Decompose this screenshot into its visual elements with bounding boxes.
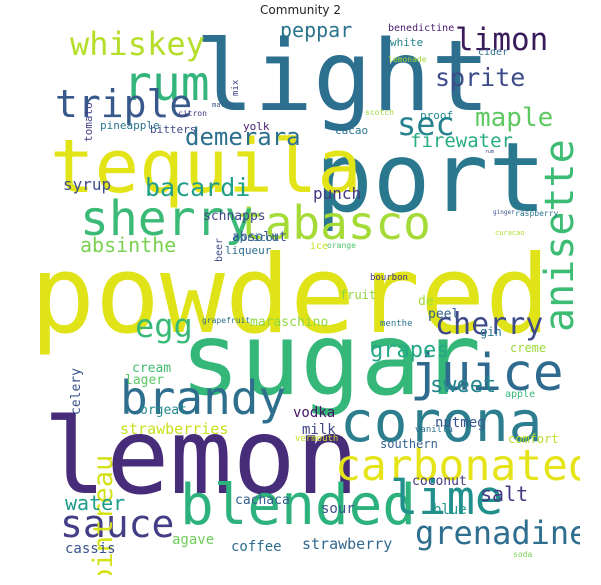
word-whiskey: whiskey xyxy=(70,25,205,63)
word-apple: apple xyxy=(505,389,536,400)
word-grapes: grapes xyxy=(370,338,450,363)
word-grapefruit: grapefruit xyxy=(202,316,251,325)
word-bourbon: bourbon xyxy=(370,273,408,283)
word-benedictine: benedictine xyxy=(388,23,455,34)
word-lager: lager xyxy=(125,373,165,388)
word-tomato: tomato xyxy=(82,101,95,142)
word-vermouth: vermouth xyxy=(295,434,339,444)
word-sweet: sweet xyxy=(430,373,497,398)
word-vodka: vodka xyxy=(293,405,336,421)
word-comfort: comfort xyxy=(508,432,559,446)
word-punch: punch xyxy=(313,184,362,203)
word-tabasco: tabasco xyxy=(237,196,431,250)
word-creme: creme xyxy=(510,341,547,355)
word-tequila: tequila xyxy=(50,124,362,210)
word-celery: celery xyxy=(69,367,84,415)
word-rum: rum xyxy=(485,149,495,155)
word-limon: limon xyxy=(455,22,549,58)
word-bitters: bitters xyxy=(150,123,197,136)
word-coconut: coconut xyxy=(412,474,467,489)
word-lime: lime xyxy=(390,471,504,526)
word-yolk: yolk xyxy=(243,120,270,133)
word-egg: egg xyxy=(135,307,193,345)
word-strawberries: strawberries xyxy=(120,420,229,438)
word-de: de xyxy=(418,294,434,309)
word-demerara: demerara xyxy=(185,123,301,151)
word-maraschino: maraschino xyxy=(250,315,329,330)
word-vanilla: vanilla xyxy=(415,425,453,435)
word-apricot: apricot xyxy=(233,231,280,244)
word-blue: blue xyxy=(433,502,467,518)
word-scotch: scotch xyxy=(365,108,394,117)
word-absolut: absolut xyxy=(232,230,287,245)
word-sauce: sauce xyxy=(60,502,175,546)
word-absinthe: absinthe xyxy=(80,233,177,257)
word-maltu: maltu xyxy=(212,101,234,109)
word-port: port xyxy=(315,122,547,234)
chart-title: Community 2 xyxy=(260,3,341,17)
word-milk: milk xyxy=(302,422,336,438)
word-corona: corona xyxy=(340,390,543,455)
word-orange: orange xyxy=(327,241,356,250)
word-powdered: powdered xyxy=(30,233,551,358)
word-triple: triple xyxy=(55,82,193,126)
word-light: light xyxy=(195,20,491,134)
word-syrup: syrup xyxy=(63,175,112,194)
word-cherry: cherry xyxy=(435,307,544,342)
word-sprite: sprite xyxy=(435,63,526,92)
word-cacao: cacao xyxy=(335,124,369,137)
word-curacao: curacao xyxy=(495,229,525,237)
word-sec: sec xyxy=(397,105,455,143)
word-sherry: sherry xyxy=(80,191,254,247)
word-gin: gin xyxy=(480,325,502,339)
word-cassis: cassis xyxy=(65,541,116,557)
word-juice: juice xyxy=(410,344,564,403)
word-cider: cider xyxy=(478,47,509,58)
word-citron: citron xyxy=(178,109,207,118)
word-pineapple: pineapple xyxy=(100,119,160,132)
word-schnapps: schnapps xyxy=(203,209,266,224)
word-bacardi: bacardi xyxy=(145,173,251,202)
word-lemonade: lemonade xyxy=(388,55,427,64)
word-white: white xyxy=(390,36,424,49)
word-raspberry: raspberry xyxy=(515,209,559,218)
word-blended: blended xyxy=(180,473,417,538)
word-firewater: firewater xyxy=(410,130,513,152)
word-sugar: sugar xyxy=(180,301,482,418)
word-anisette: anisette xyxy=(537,139,580,332)
word-peel: peel xyxy=(428,307,460,322)
word-agave: agave xyxy=(172,532,215,548)
word-mix: mix xyxy=(231,79,241,97)
word-menthe: menthe xyxy=(380,319,413,329)
word-sour: sour xyxy=(321,501,355,517)
word-soda: soda xyxy=(513,550,533,559)
word-ice: ice xyxy=(310,241,329,252)
word-orgeat: orgeat xyxy=(140,403,187,418)
word-cachaca: cachaca xyxy=(235,493,290,508)
word-lemon: lemon xyxy=(43,396,360,518)
word-peppar: peppar xyxy=(280,20,353,42)
word-rum: rum xyxy=(123,56,210,112)
word-cream: cream xyxy=(132,361,172,376)
word-cloud: powdered light sugar lemon port tequila corona… xyxy=(25,20,580,575)
word-nutmeg: nutmeg xyxy=(435,415,486,431)
word-brandy: brandy xyxy=(120,371,287,425)
word-water: water xyxy=(65,491,126,515)
word-ginger: ginger xyxy=(493,209,515,216)
word-coffee: coffee xyxy=(231,539,282,555)
word-proof: proof xyxy=(420,109,454,122)
word-southern: southern xyxy=(380,437,438,451)
word-fruit: fruit xyxy=(340,288,377,302)
word-salt: salt xyxy=(480,482,529,506)
word-carbonated: carbonated xyxy=(335,441,580,491)
word-grenadine: grenadine xyxy=(415,514,580,552)
word-beer: beer xyxy=(214,237,225,262)
word-liqueur: liqueur xyxy=(225,244,272,257)
word-strawberry: strawberry xyxy=(302,535,393,553)
word-maple: maple xyxy=(475,103,554,133)
